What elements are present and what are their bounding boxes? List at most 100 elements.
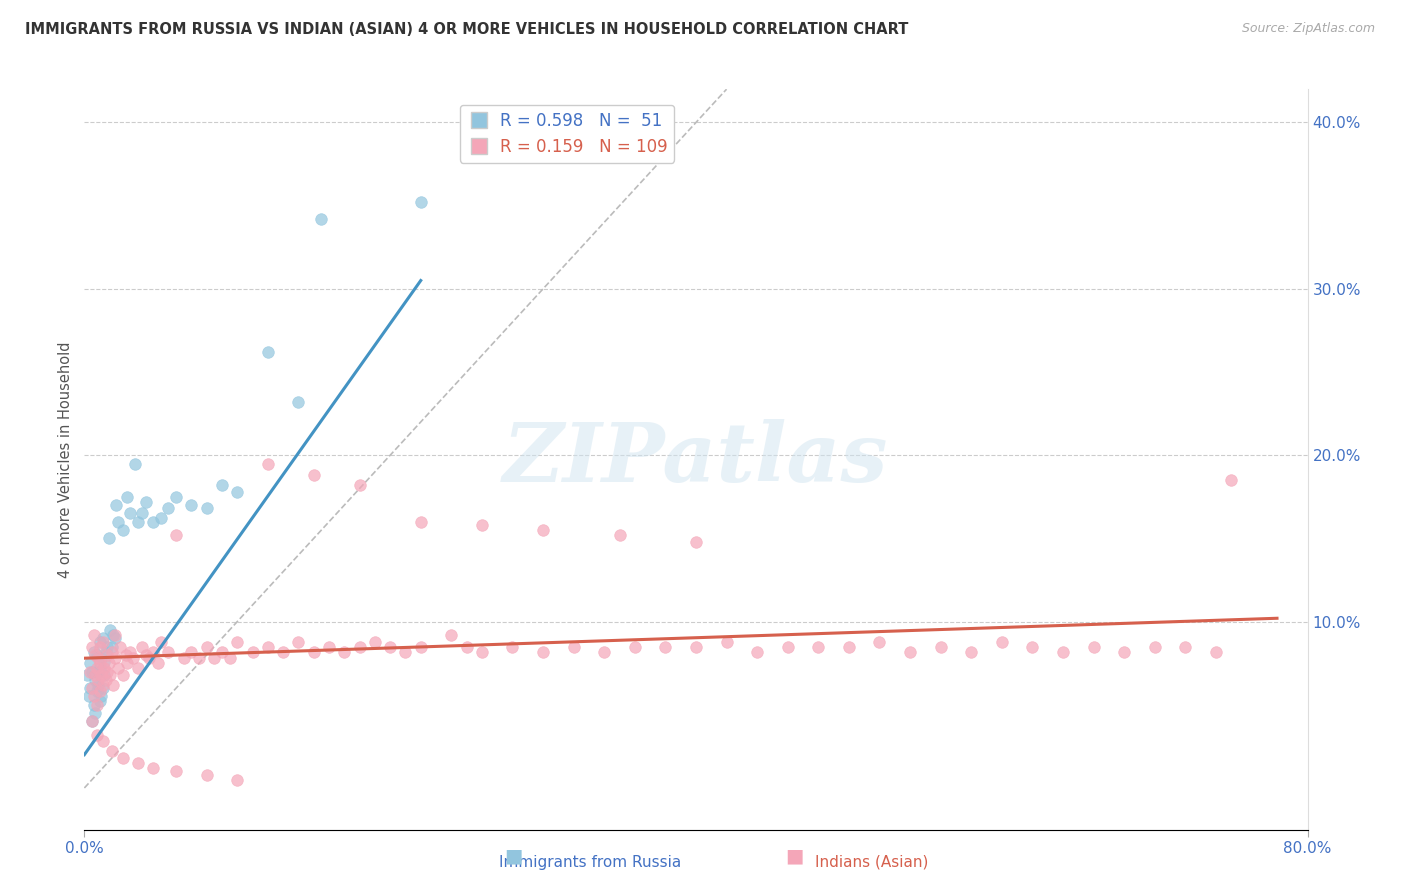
Point (111, 668, 134, 682)
Point (157, 501, 180, 516)
Point (122, 651, 145, 665)
Point (531, 523, 554, 537)
Point (84, 673, 107, 687)
Point (101, 744, 124, 758)
Point (83, 644, 105, 658)
Point (87, 678, 110, 692)
Point (218, 651, 240, 665)
Point (93, 655, 115, 669)
Point (86, 728, 108, 742)
Point (89, 634, 111, 648)
Point (747, 644, 769, 658)
Point (409, 640, 432, 654)
Point (91, 734, 114, 748)
Point (531, 644, 554, 658)
Point (471, 518, 494, 533)
Point (127, 661, 149, 675)
Point (1052, 644, 1074, 658)
Point (257, 345, 280, 359)
Point (120, 507, 142, 521)
Point (1220, 473, 1243, 487)
Point (94, 644, 117, 658)
Point (991, 634, 1014, 648)
Point (90, 668, 112, 682)
Point (380, 640, 402, 654)
Point (80, 714, 103, 729)
Point (869, 634, 891, 648)
Point (97, 532, 120, 546)
Point (471, 644, 494, 658)
Point (90, 651, 112, 665)
Point (83, 628, 105, 642)
Point (898, 644, 921, 658)
Point (98, 668, 121, 682)
Point (146, 656, 169, 670)
Text: ZIPatlas: ZIPatlas (503, 419, 889, 500)
Point (80, 681, 103, 695)
Point (287, 634, 309, 648)
Point (86, 684, 108, 698)
Point (502, 640, 524, 654)
Point (84, 706, 107, 720)
Point (226, 484, 249, 499)
Text: Indians (Asian): Indians (Asian) (815, 855, 928, 870)
Text: Source: ZipAtlas.com: Source: ZipAtlas.com (1241, 22, 1375, 36)
Point (127, 515, 149, 529)
Point (97, 656, 120, 670)
Point (180, 498, 202, 512)
Point (80, 665, 103, 679)
Text: Immigrants from Russia: Immigrants from Russia (499, 855, 682, 870)
Point (1083, 640, 1105, 654)
Point (685, 534, 707, 549)
Legend: R = 0.598   N =  51, R = 0.159   N = 109: R = 0.598 N = 51, R = 0.159 N = 109 (460, 105, 673, 162)
Point (776, 640, 799, 654)
Point (226, 772, 249, 787)
Point (86, 698, 108, 712)
Point (211, 478, 233, 492)
Point (93, 668, 115, 682)
Point (114, 648, 136, 662)
Point (318, 640, 340, 654)
Point (242, 644, 264, 658)
Y-axis label: 4 or more Vehicles in Household: 4 or more Vehicles in Household (58, 341, 73, 578)
Point (609, 528, 631, 542)
Point (211, 644, 233, 658)
Point (96, 648, 118, 662)
Point (104, 651, 127, 665)
Point (96, 640, 118, 654)
Point (101, 640, 124, 654)
Point (135, 495, 157, 509)
Point (105, 498, 128, 512)
Point (409, 195, 432, 210)
Point (226, 634, 249, 648)
Point (165, 528, 187, 542)
Point (1174, 640, 1197, 654)
Point (91, 681, 114, 695)
Point (115, 656, 138, 670)
Point (79, 681, 101, 695)
Point (349, 478, 371, 492)
Point (83, 698, 105, 712)
Point (111, 523, 134, 537)
Point (311, 211, 333, 226)
Point (1021, 640, 1043, 654)
Point (349, 640, 371, 654)
Point (195, 501, 218, 516)
Point (104, 628, 127, 642)
Point (271, 644, 294, 658)
Point (87, 665, 110, 679)
Point (127, 756, 149, 770)
Point (838, 640, 860, 654)
Point (131, 640, 153, 654)
Point (654, 640, 676, 654)
Point (80, 640, 103, 654)
Point (302, 644, 325, 658)
Point (142, 761, 165, 775)
Point (90, 690, 112, 704)
Point (142, 515, 165, 529)
Point (807, 640, 830, 654)
Text: ■: ■ (785, 847, 804, 865)
Point (96, 665, 118, 679)
Point (1114, 644, 1136, 658)
Point (456, 640, 478, 654)
